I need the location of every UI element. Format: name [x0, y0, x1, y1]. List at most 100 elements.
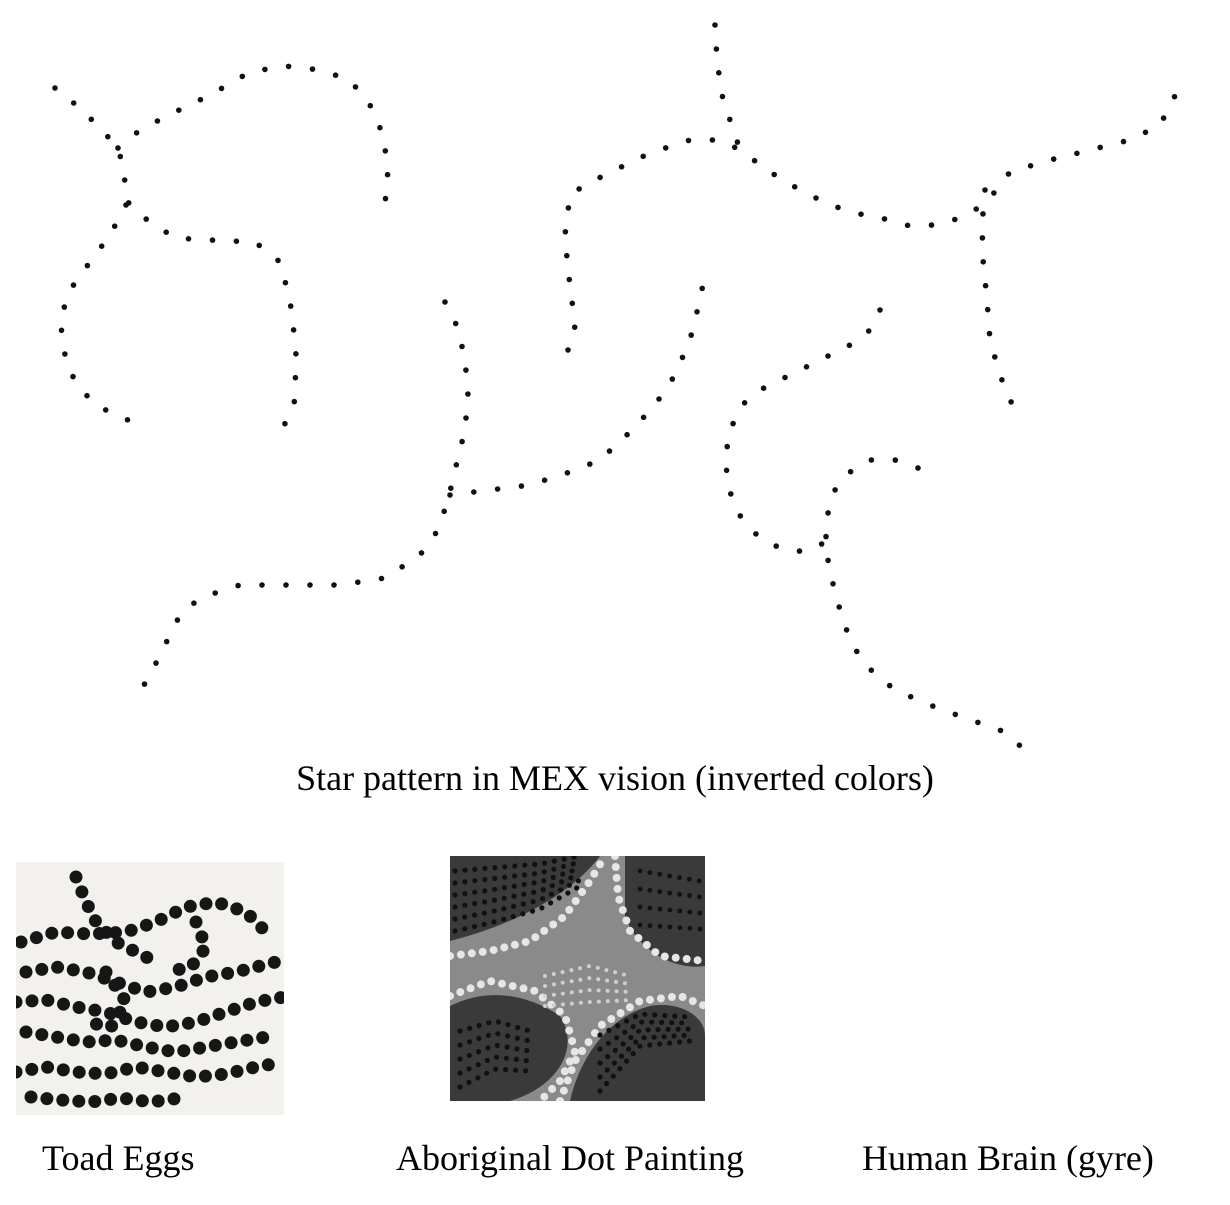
- painting-dot: [475, 1062, 481, 1068]
- painting-dot: [597, 1088, 603, 1094]
- star-dot: [907, 693, 914, 700]
- toad-egg: [126, 943, 139, 957]
- toad-egg: [243, 909, 257, 923]
- painting-dot: [556, 1097, 564, 1101]
- painting-dot: [452, 916, 458, 922]
- star-dot: [197, 96, 204, 103]
- painting-dot: [505, 1033, 511, 1039]
- star-dot: [233, 238, 240, 244]
- toad-egg: [261, 1058, 275, 1072]
- star-dot: [70, 282, 77, 288]
- painting-dot: [569, 1001, 574, 1006]
- painting-dot: [623, 998, 628, 1003]
- painting-dot: [562, 1016, 571, 1024]
- painting-dot: [523, 1068, 529, 1074]
- painting-dot: [521, 872, 528, 878]
- star-dot: [58, 327, 65, 334]
- star-dot: [846, 342, 853, 349]
- painting-dot: [540, 926, 549, 935]
- toad-egg: [181, 1016, 195, 1030]
- star-dot: [285, 63, 292, 70]
- painting-dot: [462, 926, 468, 932]
- painting-dot: [639, 1019, 645, 1025]
- painting-dot: [677, 891, 682, 897]
- painting-dot: [514, 1035, 520, 1041]
- star-dot: [115, 145, 121, 151]
- painting-dot: [679, 1020, 685, 1026]
- painting-dot: [613, 884, 622, 893]
- painting-dot: [462, 914, 468, 920]
- star-dot: [111, 223, 118, 229]
- painting-dot: [578, 966, 583, 971]
- star-dot: [886, 682, 893, 689]
- painting-dot: [614, 1035, 620, 1041]
- painting-dot: [578, 888, 587, 896]
- painting-dot: [596, 977, 601, 982]
- painting-dot: [466, 1039, 473, 1045]
- painting-dot: [614, 979, 618, 984]
- star-dot: [982, 282, 989, 289]
- painting-dot: [476, 1049, 482, 1055]
- painting-dot: [647, 870, 653, 875]
- star-dot: [1050, 156, 1057, 162]
- toad-egg: [140, 950, 154, 964]
- toad-egg: [135, 1094, 149, 1108]
- painting-dot: [560, 871, 566, 877]
- toad-egg: [98, 1034, 112, 1048]
- star-dot: [287, 303, 294, 309]
- painting-dot: [637, 886, 643, 892]
- painting-dot: [561, 856, 567, 862]
- painting-dot: [513, 1067, 519, 1073]
- painting-dot: [521, 938, 530, 947]
- star-dot: [1160, 115, 1167, 121]
- toad-egg: [66, 963, 80, 977]
- star-dot: [1171, 93, 1178, 100]
- star-dot: [730, 420, 736, 427]
- painting-dot: [495, 1019, 502, 1025]
- painting-dot: [667, 1040, 673, 1046]
- painting-dot: [476, 1035, 482, 1042]
- toad-egg: [124, 923, 138, 937]
- painting-dot: [651, 1034, 657, 1040]
- star-dot: [930, 703, 936, 709]
- painting-dot: [587, 1000, 592, 1004]
- painting-dot: [501, 885, 508, 891]
- toad-egg: [224, 1036, 238, 1050]
- toad-egg: [56, 1063, 70, 1077]
- painting-dot: [597, 1032, 603, 1038]
- star-dot: [98, 243, 105, 249]
- toad-egg: [214, 1068, 228, 1081]
- star-dot: [979, 235, 986, 241]
- toad-egg: [45, 926, 59, 940]
- painting-dot: [551, 972, 556, 976]
- painting-dot: [542, 860, 548, 866]
- painting-dot: [530, 986, 539, 995]
- painting-dot: [597, 1020, 606, 1029]
- star-dot: [141, 681, 148, 687]
- toad-egg: [99, 965, 113, 979]
- painting-dot: [571, 897, 580, 905]
- painting-dot: [551, 858, 557, 864]
- star-dot: [796, 548, 803, 554]
- star-dot: [494, 486, 501, 492]
- painting-dot: [667, 890, 673, 896]
- painting-dot: [521, 891, 527, 897]
- star-dot: [1016, 742, 1023, 748]
- painting-dot: [492, 886, 498, 892]
- toad-egg: [151, 1064, 165, 1078]
- painting-dot: [504, 1044, 510, 1050]
- star-dot: [283, 582, 289, 588]
- painting-dark-region: [625, 856, 705, 967]
- painting-dot: [652, 1012, 658, 1018]
- painting-dot: [647, 1042, 653, 1048]
- star-dot: [854, 648, 860, 655]
- toad-egg: [183, 1069, 197, 1083]
- painting-dot: [485, 1045, 491, 1051]
- star-dot: [463, 415, 469, 421]
- toad-egg: [197, 1012, 211, 1026]
- painting-dot: [647, 887, 653, 893]
- toad-egg: [16, 995, 23, 1009]
- toad-egg: [40, 1092, 54, 1106]
- star-dot: [459, 438, 465, 445]
- toad-egg: [255, 921, 269, 935]
